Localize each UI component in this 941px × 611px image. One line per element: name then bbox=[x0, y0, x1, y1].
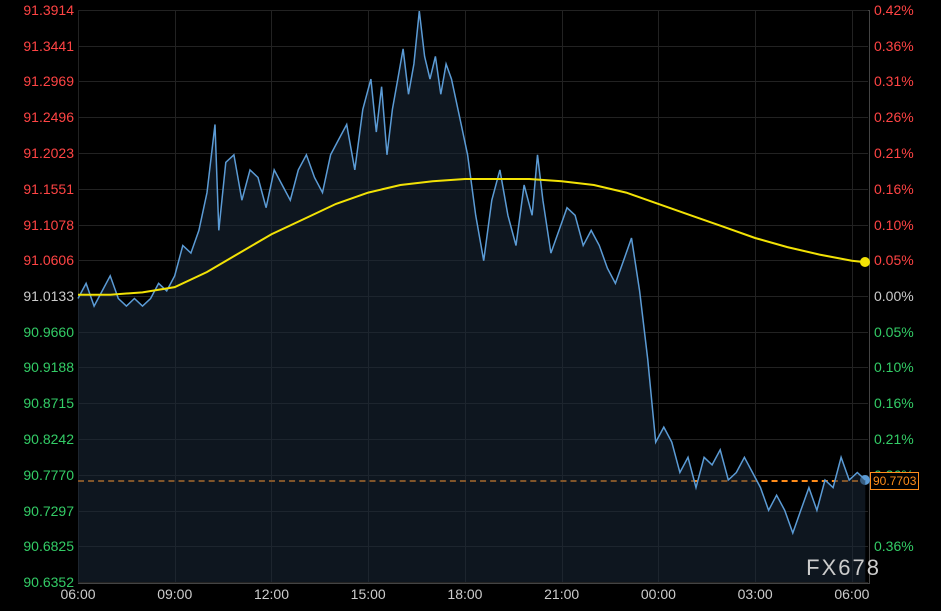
current-price-badge: 90.7703 bbox=[870, 472, 919, 490]
price-chart: 91.391491.344191.296991.249691.202391.15… bbox=[0, 0, 941, 611]
price-area bbox=[78, 11, 865, 582]
chart-svg bbox=[0, 0, 941, 611]
watermark: FX678 bbox=[806, 555, 881, 581]
